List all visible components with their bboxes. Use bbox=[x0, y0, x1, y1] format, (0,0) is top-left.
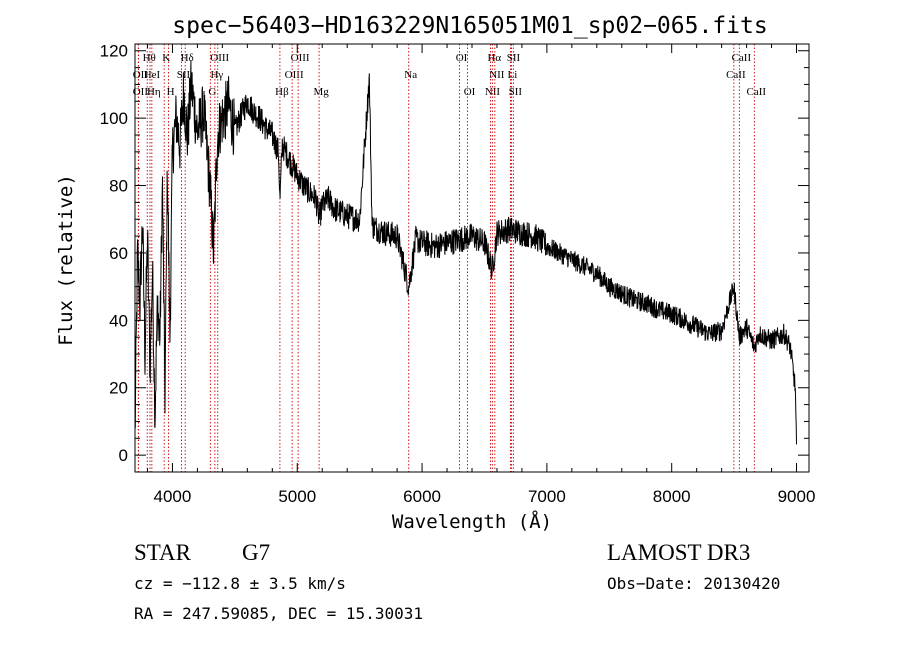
y-tick-label: 60 bbox=[109, 244, 128, 263]
marker-label-14: OIII bbox=[291, 52, 310, 64]
y-axis-label: Flux (relative) bbox=[55, 174, 77, 346]
marker-label-16: Na bbox=[404, 69, 417, 81]
marker-label-17: OI bbox=[456, 52, 468, 64]
marker-label-4: Hη bbox=[147, 86, 161, 98]
x-tick-label: 7000 bbox=[528, 487, 566, 506]
x-tick-label: 4000 bbox=[154, 487, 192, 506]
plot-frame bbox=[134, 43, 810, 473]
flux-series bbox=[134, 60, 797, 445]
marker-label-21: NII bbox=[489, 69, 505, 81]
marker-label-18: OI bbox=[464, 86, 476, 98]
marker-label-23: Li bbox=[508, 69, 518, 81]
chart-title: spec−56403−HD163229N165051M01_sp02−065.f… bbox=[172, 13, 767, 39]
observation-date: Obs−Date: 20130420 bbox=[607, 574, 781, 593]
y-tick-label: 0 bbox=[119, 446, 128, 465]
marker-label-6: H bbox=[167, 86, 175, 98]
x-axis-label: Wavelength (Å) bbox=[392, 510, 552, 533]
spectral-line-markers: OIIHθOIIHeIHηKHSIIHδGOIIIHγHβOIIIOIIIMgN… bbox=[133, 44, 767, 472]
marker-label-2: OII bbox=[133, 69, 149, 81]
coordinates: RA = 247.59085, DEC = 15.30031 bbox=[134, 604, 423, 623]
y-tick-label: 40 bbox=[109, 311, 128, 330]
spectral-subclass: G7 bbox=[242, 540, 271, 565]
object-type: STAR bbox=[134, 540, 191, 565]
x-axis: 4000 5000 6000 7000 8000 9000 bbox=[146, 44, 816, 506]
marker-label-12: Hβ bbox=[275, 86, 289, 98]
x-tick-label: 6000 bbox=[403, 487, 441, 506]
marker-label-15: Mg bbox=[313, 86, 329, 98]
x-tick-label: 5000 bbox=[278, 487, 316, 506]
y-tick-label: 120 bbox=[100, 42, 128, 61]
y-axis: 0 20 40 60 80 100 120 bbox=[100, 42, 809, 465]
flux-line bbox=[134, 60, 797, 445]
y-tick-label: 100 bbox=[100, 109, 128, 128]
y-tick-label: 20 bbox=[109, 379, 128, 398]
marker-label-27: CaII bbox=[747, 86, 767, 98]
x-tick-label: 8000 bbox=[653, 487, 691, 506]
marker-label-25: CaII bbox=[726, 69, 746, 81]
marker-label-20: NII bbox=[485, 86, 501, 98]
marker-label-9: G bbox=[208, 86, 216, 98]
marker-label-24: SII bbox=[509, 86, 523, 98]
marker-label-1: Hθ bbox=[143, 52, 156, 64]
marker-label-11: Hγ bbox=[210, 69, 223, 81]
x-tick-label: 9000 bbox=[778, 487, 816, 506]
marker-label-3: HeI bbox=[144, 69, 161, 81]
redshift-value: cz = −112.8 ± 3.5 km/s bbox=[134, 574, 346, 593]
marker-label-10: OIII bbox=[210, 52, 229, 64]
survey-release: LAMOST DR3 bbox=[607, 540, 751, 565]
marker-label-13: OIII bbox=[285, 69, 304, 81]
marker-label-5: K bbox=[162, 52, 170, 64]
marker-label-0: OII bbox=[133, 86, 149, 98]
marker-label-8: Hδ bbox=[181, 52, 194, 64]
marker-label-26: CaII bbox=[732, 52, 752, 64]
y-tick-label: 80 bbox=[109, 177, 128, 196]
